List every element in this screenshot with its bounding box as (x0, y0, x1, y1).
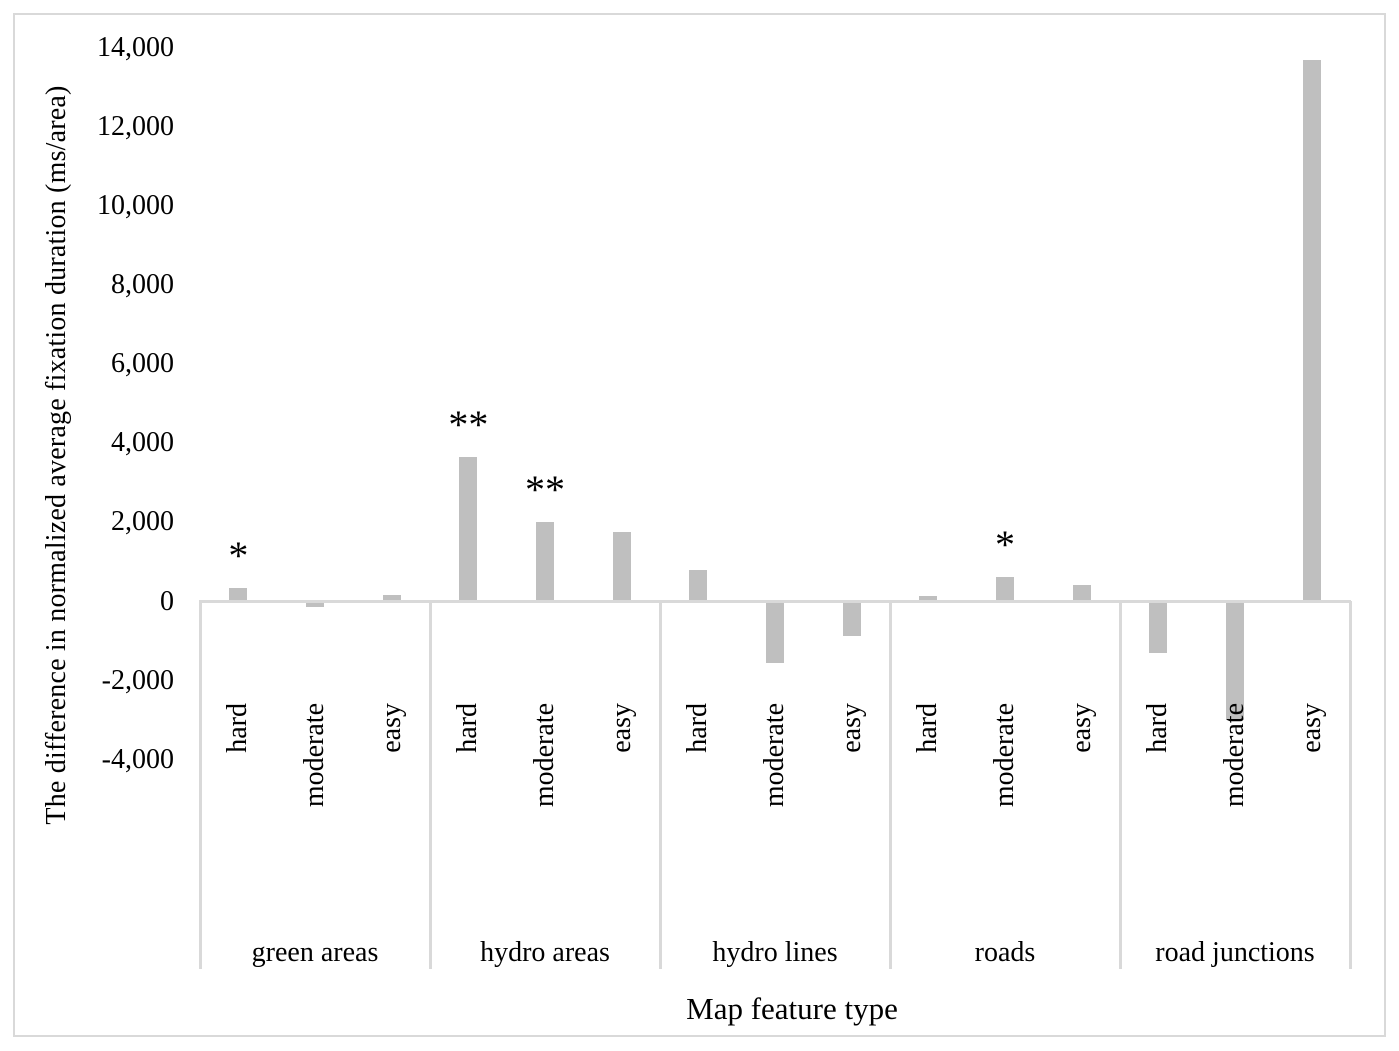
y-tick-label-0: 0 (160, 585, 174, 617)
y-tick-label-4-000: 4,000 (111, 427, 174, 459)
y-tick-label-6-000: 6,000 (111, 348, 174, 380)
y-tick-label-8-000: 8,000 (111, 269, 174, 301)
y-tick-label-12-000: 12,000 (97, 111, 174, 143)
level-label-green-areas-hard: hard (222, 703, 254, 753)
category-divider (1348, 601, 1352, 969)
bar-green-areas-moderate (306, 601, 324, 608)
bar-roads-moderate (996, 576, 1014, 602)
group-label-hydro-lines: hydro lines (712, 937, 838, 968)
level-label-road-junctions-hard: hard (1142, 703, 1174, 753)
bar-road-junctions-easy (1302, 59, 1321, 602)
group-label-green-areas: green areas (251, 937, 379, 968)
bar-hydro-lines-easy (842, 601, 861, 637)
bar-hydro-areas-moderate (536, 522, 554, 602)
level-label-hydro-lines-easy: easy (835, 703, 867, 753)
y-tick-label-10-000: 10,000 (97, 190, 174, 222)
bar-green-areas-easy (382, 594, 401, 602)
y-tick-label-14-000: 14,000 (97, 31, 174, 63)
category-divider (1118, 601, 1122, 969)
y-tick-label--2-000: -2,000 (101, 664, 174, 696)
significance-marker-hydro-areas-moderate: ** (525, 467, 565, 513)
level-label-green-areas-easy: easy (375, 703, 407, 753)
level-label-road-junctions-easy: easy (1295, 703, 1327, 753)
level-label-hydro-lines-moderate: moderate (759, 703, 790, 808)
bar-roads-hard (919, 595, 938, 602)
bar-hydro-areas-easy (612, 532, 631, 602)
category-divider (888, 601, 892, 969)
bar-hydro-lines-hard (689, 569, 708, 602)
level-label-hydro-areas-hard: hard (452, 703, 484, 753)
significance-marker-roads-moderate: * (995, 521, 1015, 567)
level-label-roads-moderate: moderate (989, 703, 1020, 808)
group-label-road-junctions: road junctions (1155, 937, 1315, 968)
group-label-roads: roads (974, 937, 1036, 968)
bar-hydro-lines-moderate (766, 601, 784, 663)
y-tick-label-2-000: 2,000 (111, 506, 174, 538)
significance-marker-hydro-areas-hard: ** (448, 402, 489, 448)
group-label-hydro-areas: hydro areas (480, 937, 610, 968)
level-label-hydro-lines-hard: hard (682, 703, 714, 753)
bar-road-junctions-hard (1149, 601, 1168, 653)
bar-roads-easy (1072, 584, 1091, 602)
x-axis-title: Map feature type (686, 991, 898, 1026)
bar-road-junctions-moderate (1226, 601, 1244, 721)
level-label-hydro-areas-easy: easy (605, 703, 637, 753)
significance-marker-green-areas-hard: * (228, 532, 249, 578)
y-tick-label--4-000: -4,000 (101, 743, 174, 775)
category-divider (658, 601, 662, 969)
category-divider (428, 601, 432, 969)
x-axis-line (199, 600, 1351, 603)
bar-hydro-areas-hard (459, 457, 478, 602)
level-label-green-areas-moderate: moderate (299, 703, 330, 808)
level-label-roads-hard: hard (912, 703, 944, 753)
chart-border (13, 13, 1386, 1037)
category-divider (198, 601, 202, 969)
bar-green-areas-hard (229, 587, 248, 602)
level-label-roads-easy: easy (1065, 703, 1097, 753)
level-label-road-junctions-moderate: moderate (1219, 703, 1250, 808)
level-label-hydro-areas-moderate: moderate (529, 703, 560, 808)
